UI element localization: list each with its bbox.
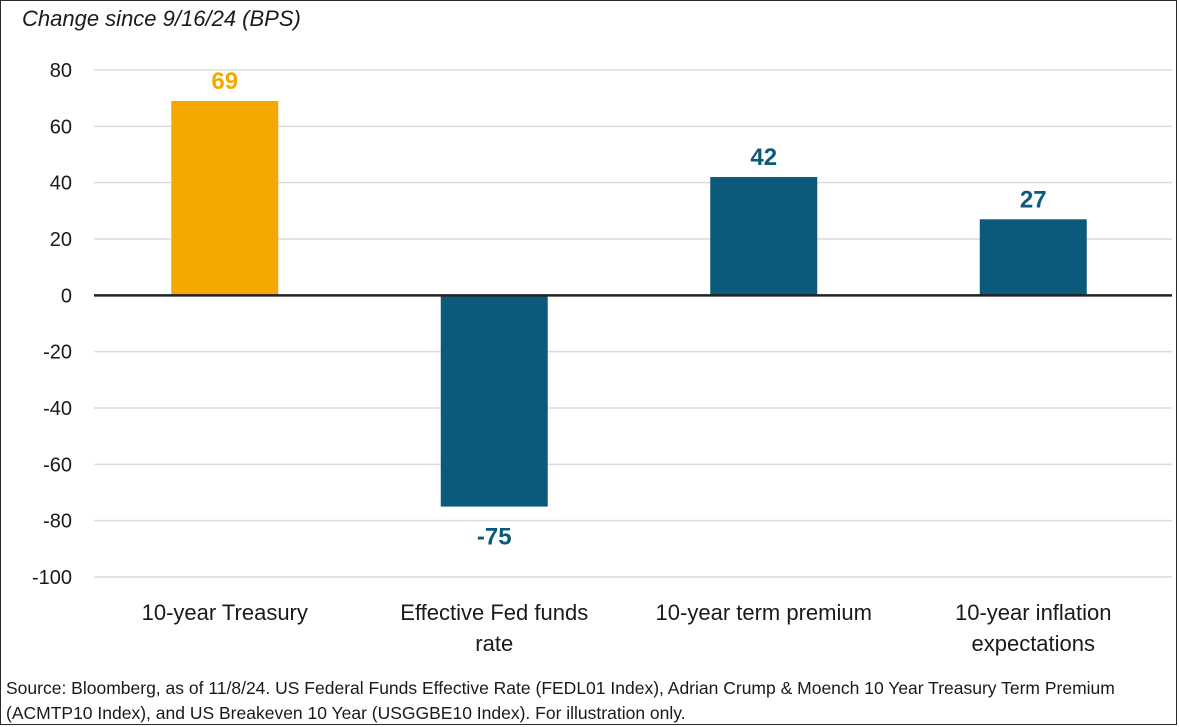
x-tick-label: 10-year inflation expectations [955, 600, 1112, 656]
x-tick-label: 10-year Treasury [142, 600, 308, 625]
bar [440, 295, 548, 507]
y-tick-label: -20 [43, 342, 72, 364]
y-tick-label: 60 [50, 116, 72, 138]
y-tick-label: -40 [43, 398, 72, 420]
data-label: -75 [477, 524, 512, 551]
data-label: 27 [1020, 186, 1047, 213]
y-tick-label: -80 [43, 511, 72, 533]
source-note: Source: Bloomberg, as of 11/8/24. US Fed… [6, 678, 1115, 723]
y-tick-label: -100 [32, 567, 72, 589]
y-tick-label: 0 [61, 285, 72, 307]
data-label: 69 [211, 68, 238, 95]
bar [710, 177, 818, 296]
x-tick-label: 10-year term premium [656, 600, 872, 625]
y-tick-label: 20 [50, 229, 72, 251]
bar [979, 219, 1087, 296]
bar-chart: 80 60 40 20 0 -20 -40 -60 -80 -100 69 10-year Treas… [32, 60, 1172, 656]
y-tick-label: 80 [50, 60, 72, 82]
chart-subtitle: Change since 9/16/24 (BPS) [22, 6, 301, 31]
y-tick-label: -60 [43, 454, 72, 476]
y-tick-label: 40 [50, 173, 72, 195]
bar [171, 100, 279, 296]
data-label: 42 [750, 144, 777, 171]
x-tick-label: Effective Fed funds rate [400, 600, 588, 656]
